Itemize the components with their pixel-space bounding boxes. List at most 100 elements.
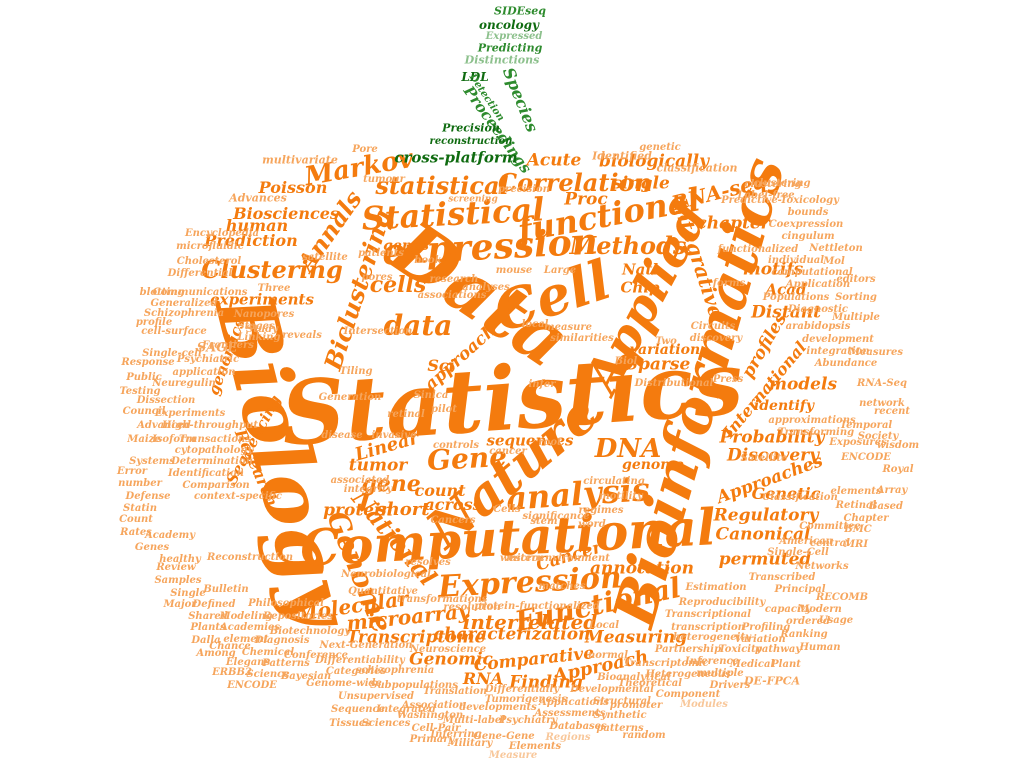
word-systems: Systems xyxy=(129,456,175,467)
word-schizophrenia-lc: schizophrenia xyxy=(355,665,435,676)
word-statin: Statin xyxy=(122,503,158,514)
word-repositories: Repositories xyxy=(262,611,334,622)
word-element: element xyxy=(223,634,269,645)
word-inference: Inference xyxy=(685,656,739,667)
word-defense: Defense xyxy=(125,491,171,502)
word-applications: Applications xyxy=(539,697,609,708)
word-review: Review xyxy=(156,562,196,573)
word-measure-lc: measure xyxy=(544,322,592,333)
word-single: single xyxy=(612,173,670,194)
word-research-lc: research xyxy=(429,274,479,285)
word-correlation: Correlation xyxy=(498,168,652,197)
word-council: Council xyxy=(122,406,166,417)
word-military: Military xyxy=(447,738,493,749)
word-neuroscience: Neuroscience xyxy=(409,644,487,655)
word-study: Study xyxy=(246,324,278,335)
word-reconstruction-green: reconstruction xyxy=(429,136,513,147)
word-american: American xyxy=(779,536,833,547)
word-central: central xyxy=(810,538,850,549)
word-gene-lc: gene xyxy=(361,471,421,497)
word-editors: editors xyxy=(836,274,876,285)
word-transcriptomic: Transcriptomic xyxy=(623,658,709,669)
word-isoform: Isoform xyxy=(152,434,196,445)
word-application: application xyxy=(172,367,236,378)
word-press: Press xyxy=(712,374,744,385)
word-genetic: Genetic xyxy=(751,484,821,503)
word-stages: Stages xyxy=(237,321,275,332)
word-principal: Principal xyxy=(774,584,826,595)
word-matches: matches xyxy=(538,581,586,592)
word-transcriptome: Transcriptome xyxy=(346,627,486,648)
word-application-uc: Application xyxy=(785,279,851,290)
word-single-cell: Single-cell xyxy=(142,348,202,359)
word-protein: protein xyxy=(323,500,393,521)
word-multiple: multiple xyxy=(696,668,744,679)
word-subpopulations: Subpopulations xyxy=(370,680,458,691)
word-dna: DNA xyxy=(594,434,662,464)
word-toxicity: Toxicity xyxy=(718,644,762,655)
word-short: short xyxy=(376,499,430,520)
word-chapter-uc: Chapter xyxy=(843,513,889,524)
word-stem: stem xyxy=(530,516,558,527)
word-permuted: permuted xyxy=(718,549,812,570)
word-count: count xyxy=(414,481,466,500)
word-screening: screening xyxy=(448,194,498,205)
word-identify: identify xyxy=(753,398,815,414)
word-defined: Defined xyxy=(192,599,236,610)
word-classification-uc: Classification xyxy=(762,492,838,503)
word-distributional: Distributional xyxy=(634,378,714,389)
word-reproducibility: Reproducibility xyxy=(678,597,766,608)
word-measure: Measure xyxy=(488,750,538,761)
word-cells-uc: Cells xyxy=(493,504,521,515)
word-clustering-sm: clustering xyxy=(744,179,802,190)
word-circulating: circulating xyxy=(583,476,645,487)
word-cholesterol: Cholesterol xyxy=(176,256,242,267)
word-probability: Probability xyxy=(719,427,825,448)
word-satellite-uc: Satellite xyxy=(740,453,788,464)
word-satellite: satellite xyxy=(302,252,348,263)
word-motility: motility xyxy=(599,491,643,502)
word-context-specific: context-specific xyxy=(194,491,282,502)
word-sideseq: SIDEseq xyxy=(494,4,546,18)
word-translation: Translation xyxy=(423,686,487,697)
word-tiling: Tiling xyxy=(339,366,373,377)
word-human-uc: Human xyxy=(799,642,841,653)
word-normal: normal xyxy=(587,650,629,661)
word-pathway: pathway xyxy=(754,644,802,655)
word-based: Based xyxy=(869,501,903,512)
word-washington: Washington xyxy=(396,710,464,721)
word-forms: forms xyxy=(712,278,746,289)
word-species: Species xyxy=(498,64,542,135)
word-erbb2: ERBB2 xyxy=(212,667,252,678)
word-modeling: Modeling xyxy=(219,611,273,622)
word-integration: integration xyxy=(806,346,870,357)
word-cell-pair: Cell-Pair xyxy=(411,723,461,734)
word-maize: Maize xyxy=(127,434,161,445)
word-models: models xyxy=(768,374,838,395)
word-intersection: Intersection xyxy=(343,326,413,337)
word-primary: Primary xyxy=(409,734,455,745)
word-experiments: experiments xyxy=(210,290,314,309)
word-partnership: Partnership xyxy=(654,644,722,655)
word-bmc: BMC xyxy=(844,524,872,535)
word-analyses: analyses xyxy=(462,282,510,293)
word-component: Component xyxy=(655,689,721,700)
word-pores: pores xyxy=(361,272,393,283)
word-invasive: invasive xyxy=(371,430,417,441)
word-pore: Pore xyxy=(352,144,378,155)
word-royal: Royal xyxy=(882,464,914,475)
word-gene-gene: Gene-Gene xyxy=(473,731,535,742)
word-cancers: Cancers xyxy=(430,515,476,526)
word-oncology: oncology xyxy=(479,18,539,32)
word-coexpression: Coexpression xyxy=(768,219,844,230)
word-elements-lc: elements xyxy=(830,486,882,497)
word-clustering: Clustering xyxy=(201,255,343,284)
word-chapter: chapter xyxy=(696,213,770,234)
word-abundance: Abundance xyxy=(814,358,878,369)
word-psychiatry: Psychiatry xyxy=(498,715,558,726)
word-rates: Rates xyxy=(120,527,152,538)
word-genome-lc: genome xyxy=(622,457,684,473)
word-exposures: Exposures xyxy=(829,437,887,448)
word-academies: Academies xyxy=(219,622,281,633)
word-linking: Linking xyxy=(237,332,281,343)
